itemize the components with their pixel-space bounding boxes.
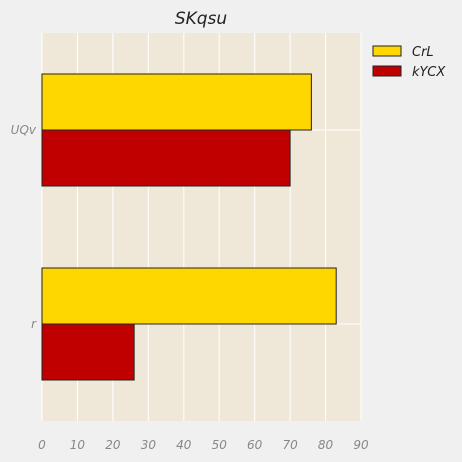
x-tick-label: 10 bbox=[70, 438, 86, 452]
x-tick-label: 30 bbox=[141, 438, 157, 452]
x-tick-label: 50 bbox=[212, 438, 228, 452]
x-tick-label: 90 bbox=[353, 438, 369, 452]
x-axis-ticks: 0 10 20 30 40 50 60 70 80 90 bbox=[38, 438, 369, 452]
x-tick-label: 60 bbox=[247, 438, 263, 452]
x-tick-label: 70 bbox=[282, 438, 298, 452]
bar-CrL-UQv bbox=[41, 73, 312, 131]
legend-swatch-CrL bbox=[372, 45, 402, 57]
bar-CrL-r bbox=[41, 267, 337, 325]
x-tick-label: 40 bbox=[176, 438, 192, 452]
legend: CrL kYCX bbox=[372, 45, 446, 80]
y-tick-label: UQv bbox=[11, 123, 37, 137]
legend-label-kYCX: kYCX bbox=[412, 65, 446, 80]
bars bbox=[41, 73, 337, 381]
legend-swatch-kYCX bbox=[372, 65, 402, 77]
y-tick-label: r bbox=[31, 317, 37, 331]
x-tick-label: 0 bbox=[38, 438, 46, 452]
chart-title: SKqsu bbox=[175, 9, 228, 29]
x-tick-label: 20 bbox=[105, 438, 121, 452]
bar-kYCX-UQv bbox=[41, 129, 291, 187]
bar-kYCX-r bbox=[41, 323, 135, 381]
y-axis-ticks: UQv r bbox=[11, 123, 37, 331]
legend-label-CrL: CrL bbox=[412, 45, 434, 60]
x-tick-label: 80 bbox=[318, 438, 334, 452]
